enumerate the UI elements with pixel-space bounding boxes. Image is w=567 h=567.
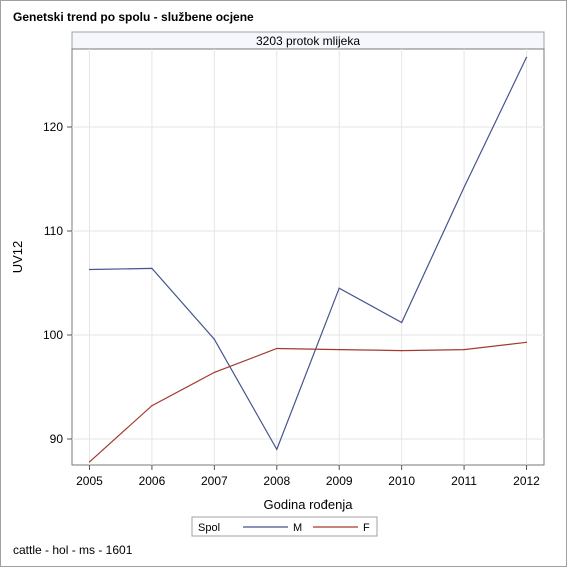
data-point-f bbox=[276, 347, 278, 350]
data-point-f bbox=[401, 350, 403, 352]
footnote: cattle - hol - ms - 1601 bbox=[13, 543, 133, 557]
x-tick-label: 2006 bbox=[139, 474, 166, 488]
y-axis-label: UV12 bbox=[10, 241, 25, 274]
data-point-m bbox=[213, 338, 215, 340]
x-tick-label: 2011 bbox=[451, 474, 477, 488]
y-tick-label: 110 bbox=[44, 224, 63, 238]
legend-title: Spol bbox=[198, 522, 220, 534]
x-tick-label: 2010 bbox=[388, 474, 415, 488]
data-point-f bbox=[463, 348, 465, 351]
x-tick-label: 2009 bbox=[326, 474, 353, 488]
data-point-m bbox=[151, 267, 153, 270]
data-point-f bbox=[338, 348, 340, 351]
data-point-f bbox=[151, 405, 153, 407]
x-tick-label: 2008 bbox=[263, 474, 290, 488]
series-layer bbox=[88, 56, 528, 463]
x-axis-label: Godina rođenja bbox=[264, 497, 354, 512]
legend-label-f: F bbox=[363, 522, 370, 534]
x-tick-label: 2007 bbox=[201, 474, 228, 488]
data-point-m bbox=[401, 321, 403, 324]
legend-label-m: M bbox=[293, 522, 302, 534]
data-point-f bbox=[213, 371, 215, 374]
data-point-m bbox=[525, 56, 528, 58]
y-tick-label: 100 bbox=[43, 328, 63, 342]
x-tick-label: 2012 bbox=[513, 474, 540, 488]
plot-area bbox=[71, 48, 545, 466]
y-tick-label: 120 bbox=[43, 120, 63, 134]
data-point-m bbox=[88, 268, 91, 271]
series-line-m bbox=[89, 57, 528, 451]
x-tick-label: 2005 bbox=[76, 474, 103, 488]
data-point-m bbox=[338, 287, 340, 289]
panel-label: 3203 protok mlijeka bbox=[256, 34, 360, 48]
series-line-f bbox=[89, 341, 527, 463]
data-point-m bbox=[463, 186, 465, 188]
data-point-f bbox=[525, 341, 528, 343]
data-point-f bbox=[88, 461, 91, 463]
y-axis-ticks: 90 100 110 120 bbox=[43, 120, 72, 446]
data-point-m bbox=[276, 448, 278, 450]
y-tick-label: 90 bbox=[50, 432, 64, 446]
grid-lines bbox=[72, 49, 544, 465]
x-axis-ticks: 2005 2006 2007 2008 2009 2010 2011 2012 bbox=[76, 465, 540, 488]
chart-title: Genetski trend po spolu - službene ocjen… bbox=[13, 10, 254, 24]
